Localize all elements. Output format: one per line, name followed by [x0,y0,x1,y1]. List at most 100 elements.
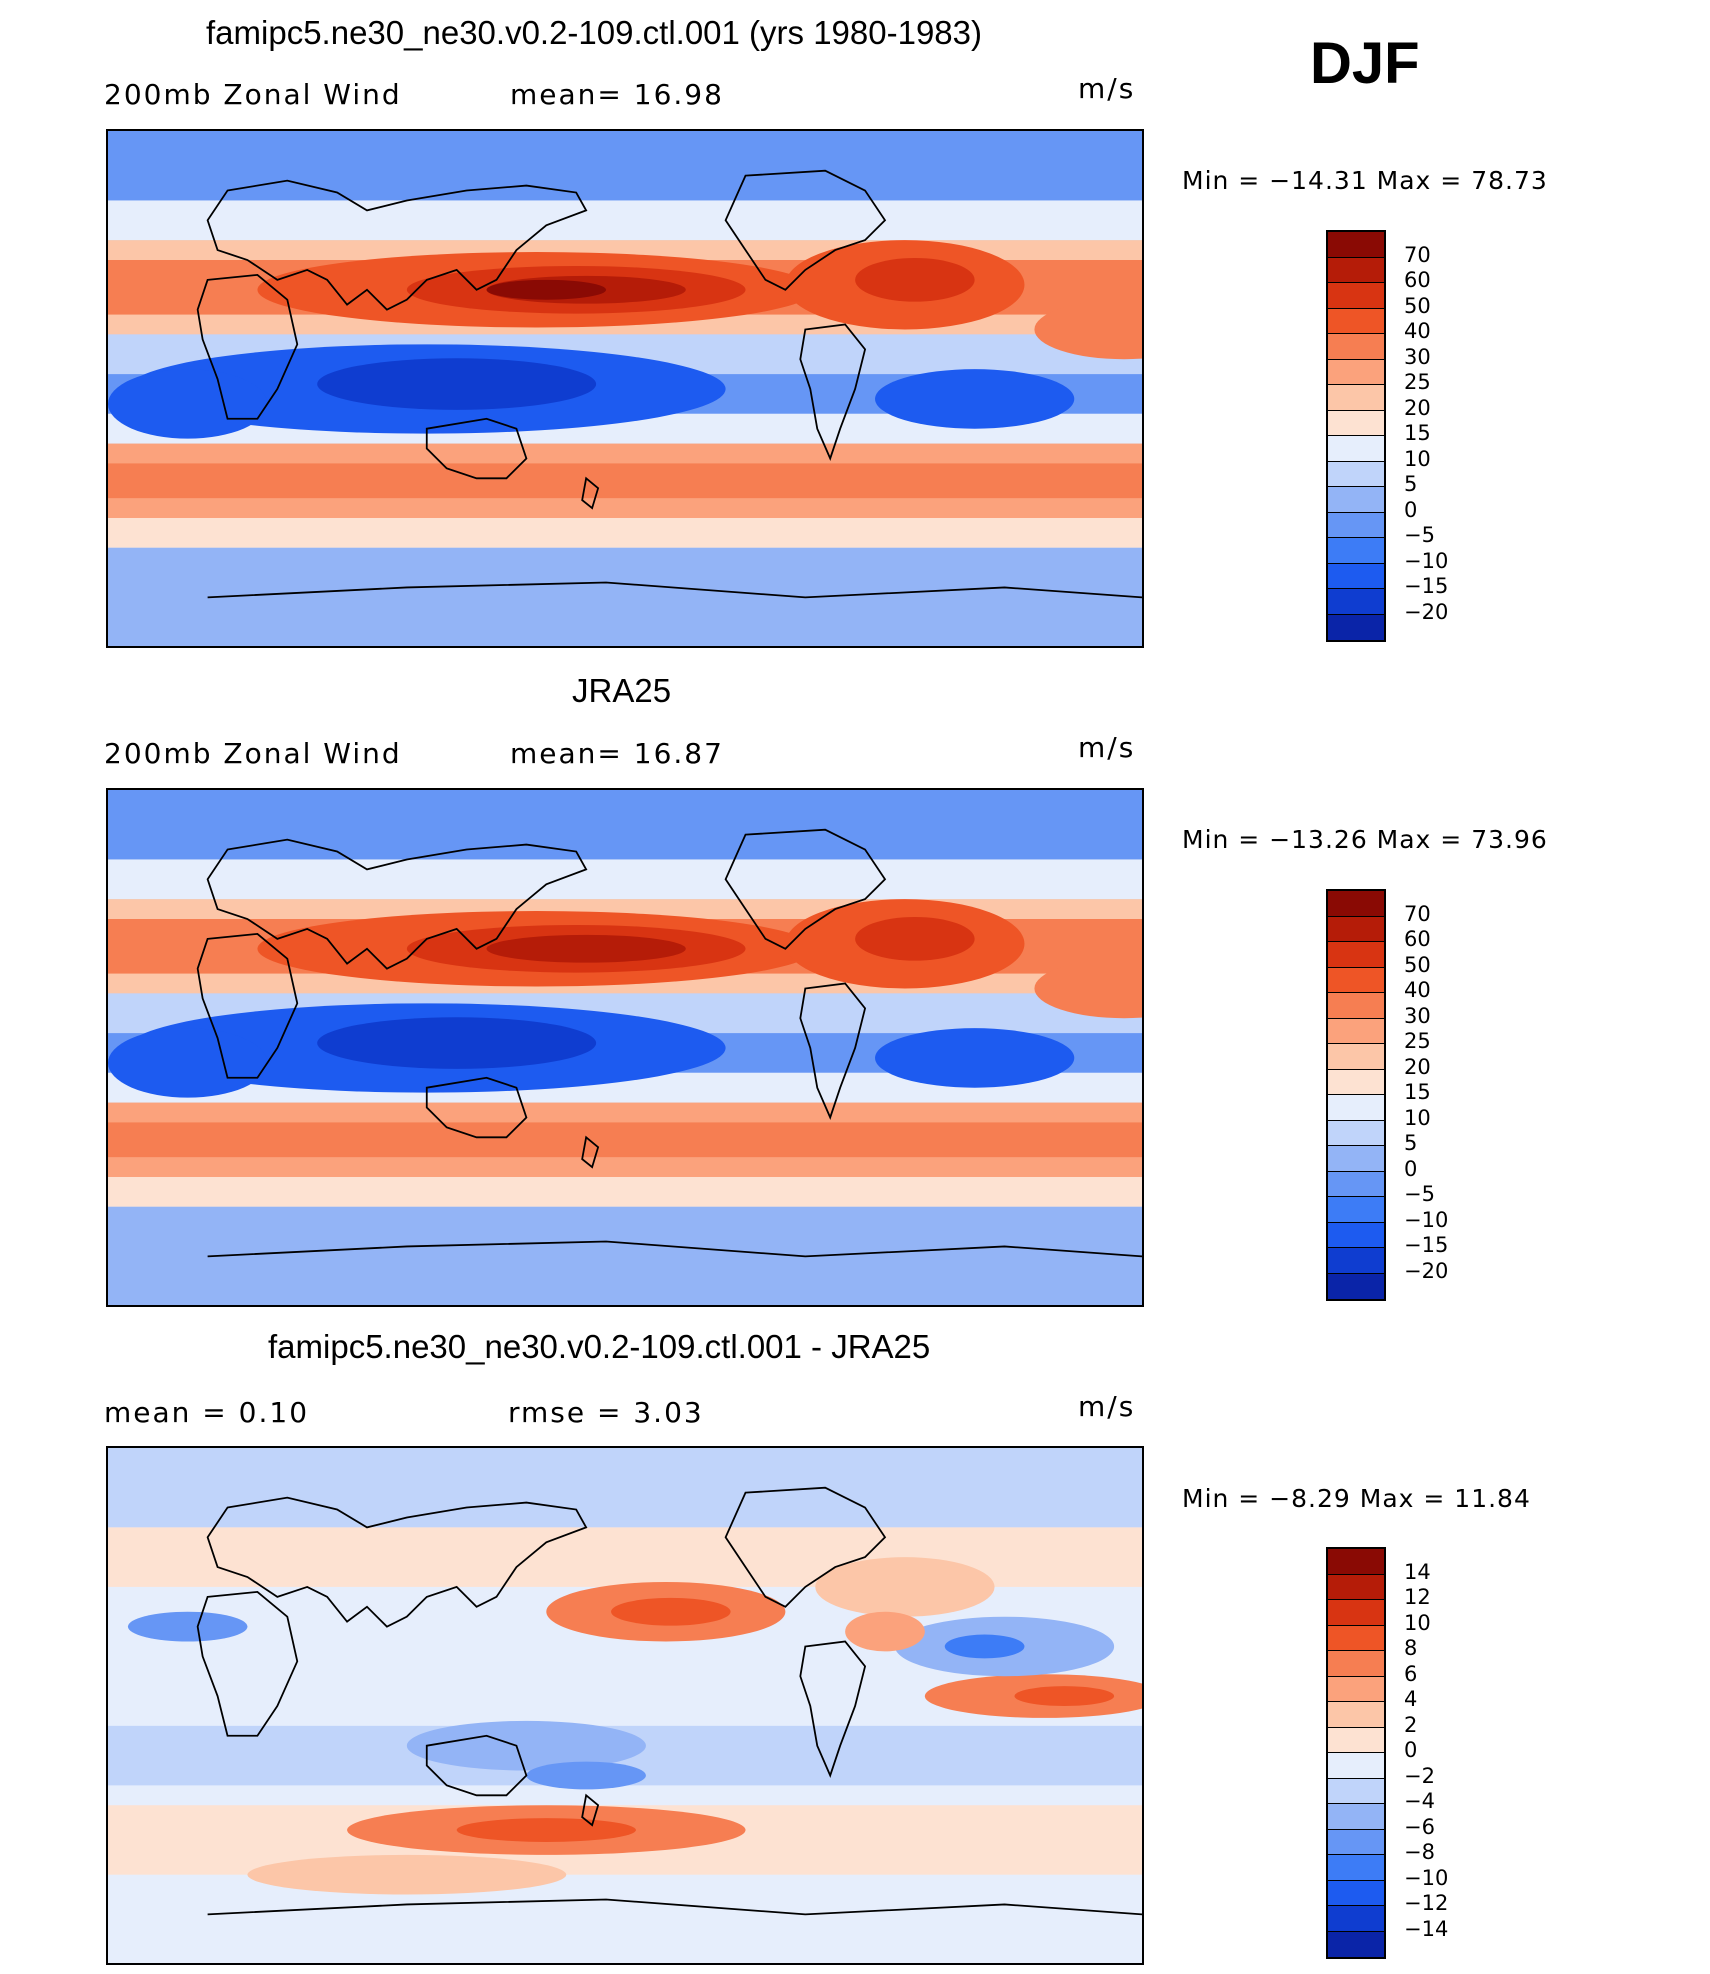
colorbar-swatch [1328,916,1384,942]
colorbar-tick-label: 40 [1404,978,1431,1002]
panel2-contour-field [108,790,1142,1305]
panel2-mean-label: mean= 16.87 [510,737,724,770]
contour-blob [127,1611,248,1642]
colorbar-tick-label: 50 [1404,293,1431,318]
coastline [581,1793,600,1827]
colorbar-swatch [1328,1931,1384,1957]
colorbar-tick-label: −4 [1404,1789,1435,1813]
panel3-colorbar [1326,1547,1386,1959]
colorbar-swatch [1328,1778,1384,1804]
colorbar-tick-label: −14 [1404,1916,1449,1941]
colorbar-swatch [1328,385,1384,411]
colorbar-tick-label: 0 [1404,497,1418,522]
season-label: DJF [1310,31,1420,96]
colorbar-tick-label: 15 [1404,421,1431,445]
colorbar-tick-label: 10 [1404,1105,1431,1130]
colorbar-swatch [1328,1727,1384,1753]
coastline [581,1135,600,1169]
coastline [196,932,299,1079]
coastline [724,169,887,291]
coastline [207,581,1142,599]
colorbar-swatch [1328,308,1384,334]
colorbar-swatch [1328,1855,1384,1881]
coastline [799,323,867,461]
colorbar-swatch [1328,1273,1384,1299]
colorbar-tick-label: −8 [1404,1840,1435,1864]
colorbar-swatch [1328,1702,1384,1728]
panel1-title: famipc5.ne30_ne30.v0.2-109.ctl.001 (yrs … [206,14,982,51]
colorbar-swatch [1328,1625,1384,1651]
colorbar-swatch [1328,1574,1384,1600]
contour-band [108,517,1142,548]
contour-band [108,547,1142,646]
contour-band [108,463,1142,499]
panel3-coastlines [196,1486,1142,1916]
contour-blob [486,279,607,300]
panel3-min-max: Min = −8.29 Max = 11.84 [1182,1484,1531,1513]
colorbar-tick-label: 6 [1404,1661,1418,1686]
colorbar-tick-label: 30 [1404,344,1431,369]
coastline [207,1240,1142,1258]
coastline [206,838,588,970]
coastline [206,1496,588,1628]
colorbar-tick-label: 40 [1404,319,1431,343]
colorbar-swatch [1328,1753,1384,1779]
coastline [581,476,600,510]
panel3-title: famipc5.ne30_ne30.v0.2-109.ctl.001 - JRA… [268,1328,931,1365]
contour-band [108,790,1142,860]
colorbar-tick-label: 12 [1404,1585,1431,1609]
colorbar-tick-label: 50 [1404,952,1431,977]
panel2-variable-label: 200mb Zonal Wind [104,737,402,770]
coastline [799,1640,867,1778]
colorbar-swatch [1328,410,1384,436]
colorbar-swatch [1328,967,1384,993]
colorbar-swatch [1328,461,1384,487]
coastline [196,1590,299,1737]
colorbar-swatch [1328,1248,1384,1274]
contour-blob [855,917,975,961]
colorbar-swatch [1328,538,1384,564]
panel2-title: JRA25 [572,672,672,709]
colorbar-swatch [1328,1906,1384,1932]
panel2-map [106,788,1144,1307]
contour-band [108,1884,1142,1963]
contour-blob [944,1634,1025,1659]
colorbar-swatch [1328,1880,1384,1906]
panel2-coastlines [196,828,1142,1258]
colorbar-tick-label: −5 [1404,1182,1435,1206]
panel2-units: m/s [1078,731,1136,764]
colorbar-tick-label: 14 [1404,1559,1431,1584]
colorbar-tick-label: 20 [1404,395,1431,420]
contour-band [108,200,1142,241]
coastline [196,273,299,420]
contour-blob [108,369,268,439]
colorbar-swatch [1328,1222,1384,1248]
contour-band [108,1206,1142,1305]
contour-blob [317,358,597,410]
panel3-contour-field [108,1448,1142,1963]
colorbar-tick-label: 2 [1404,1712,1418,1737]
panel1-mean-label: mean= 16.98 [510,78,724,111]
colorbar-swatch [1328,1197,1384,1223]
contour-blob [815,1557,995,1617]
panel2-min-max: Min = −13.26 Max = 73.96 [1182,825,1548,854]
colorbar-swatch [1328,359,1384,385]
colorbar-swatch [1328,436,1384,462]
colorbar-tick-label: 60 [1404,268,1431,292]
panel1-units: m/s [1078,72,1136,105]
colorbar-tick-label: 70 [1404,242,1431,267]
colorbar-tick-label: 4 [1404,1687,1418,1711]
panel1-min-max: Min = −14.31 Max = 78.73 [1182,166,1548,195]
colorbar-tick-label: 5 [1404,1131,1418,1155]
contour-blob [247,1854,567,1895]
coastline [799,982,867,1120]
colorbar-swatch [1328,1804,1384,1830]
contour-band [108,1176,1142,1207]
panel3-map [106,1446,1144,1965]
panel1-map [106,129,1144,648]
colorbar-tick-label: 8 [1404,1636,1418,1660]
colorbar-swatch [1328,993,1384,1019]
colorbar-swatch [1328,1120,1384,1146]
contour-band [108,131,1142,201]
colorbar-swatch [1328,1018,1384,1044]
